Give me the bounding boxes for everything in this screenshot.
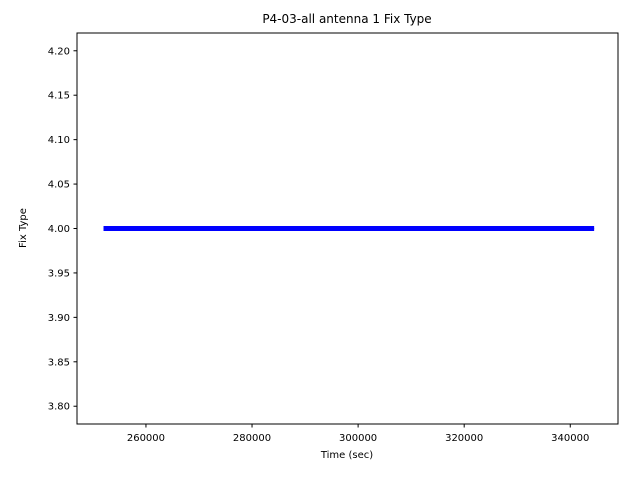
x-axis-label: Time (sec) [320,450,373,461]
y-tick-label: 4.00 [48,224,70,235]
y-tick-label: 4.20 [48,46,70,57]
y-tick-label: 4.05 [48,180,70,191]
axes-spines [76,32,619,425]
y-tick-label: 3.85 [48,357,70,368]
x-tick-label: 320000 [445,433,483,444]
y-tick-label: 4.10 [48,135,70,146]
x-tick-label: 300000 [339,433,377,444]
x-tick-label: 340000 [551,433,589,444]
y-tick-label: 3.95 [48,268,70,279]
y-tick-label: 4.15 [48,91,70,102]
x-tick-label: 260000 [127,433,165,444]
y-tick-label: 3.90 [48,313,70,324]
y-axis-label: Fix Type [18,208,29,248]
y-tick-label: 3.80 [48,402,70,413]
axis-ticks: 260000 280000 300000 320000 340000 3.80 3.85 3.… [48,46,590,444]
chart-title: P4-03-all antenna 1 Fix Type [262,12,431,26]
x-tick-label: 280000 [233,433,271,444]
